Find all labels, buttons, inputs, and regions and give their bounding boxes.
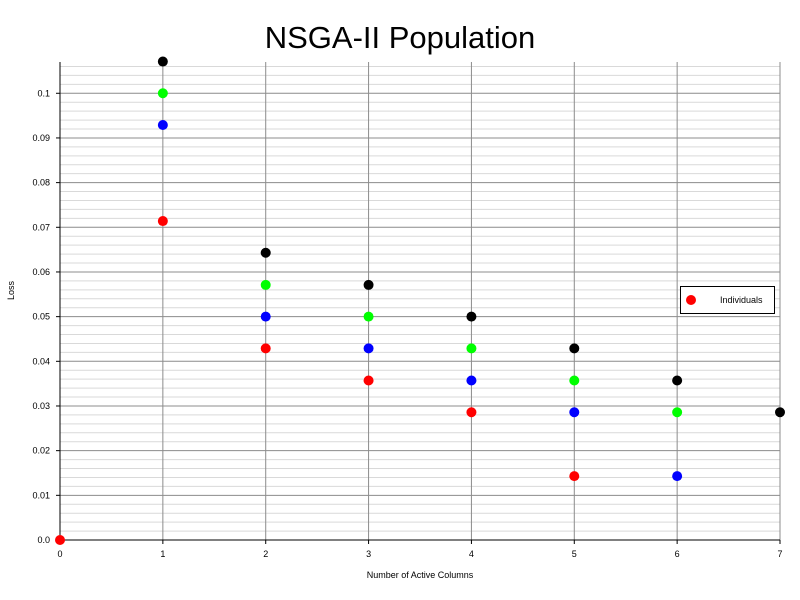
- scatter-point: [363, 311, 374, 322]
- scatter-point: [466, 407, 477, 418]
- x-tick-label: 1: [160, 549, 165, 559]
- axes: [56, 62, 781, 544]
- scatter-point: [466, 311, 477, 322]
- x-tick-label: 0: [57, 549, 62, 559]
- legend-label-individuals: Individuals: [720, 295, 763, 305]
- y-tick-label: 0.08: [32, 178, 50, 188]
- y-axis-label: Loss: [6, 280, 16, 300]
- scatter-point: [569, 407, 580, 418]
- data-points: [55, 56, 785, 545]
- scatter-point: [260, 279, 271, 290]
- scatter-point: [55, 535, 65, 545]
- y-tick-label: 0.04: [32, 356, 50, 366]
- scatter-point: [672, 407, 683, 418]
- x-tick-label: 3: [366, 549, 371, 559]
- chart-title: NSGA-II Population: [264, 20, 536, 55]
- y-tick-label: 0.05: [32, 312, 50, 322]
- chart-legend: Individuals: [680, 286, 775, 314]
- y-tick-label: 0.09: [32, 133, 50, 143]
- scatter-point: [466, 343, 477, 354]
- scatter-point: [260, 311, 271, 322]
- scatter-point: [466, 375, 477, 386]
- x-axis-label: Number of Active Columns: [366, 570, 474, 580]
- x-tick-label: 4: [469, 549, 474, 559]
- x-tick-label: 6: [675, 549, 680, 559]
- x-tick-labels: 0 1 2 3 4 5 6 7: [57, 549, 782, 559]
- major-gridlines: [60, 62, 781, 540]
- scatter-point: [157, 56, 168, 67]
- x-tick-label: 5: [572, 549, 577, 559]
- scatter-point: [363, 343, 374, 354]
- legend-marker-individuals: [686, 295, 696, 305]
- minor-gridlines: [60, 65, 780, 532]
- scatter-point: [569, 343, 580, 354]
- y-tick-label: 0.01: [32, 490, 50, 500]
- y-tick-label: 0.03: [32, 401, 50, 411]
- y-tick-label: 0.07: [32, 222, 50, 232]
- scatter-point: [569, 375, 580, 386]
- scatter-point: [363, 279, 374, 290]
- scatter-point: [363, 375, 374, 386]
- scatter-point: [260, 343, 271, 354]
- y-tick-labels: 0.0 0.01 0.02 0.03 0.04 0.05 0.06 0.07 0.08 0.09 0…: [32, 88, 50, 545]
- scatter-point: [775, 407, 785, 418]
- scatter-point: [672, 471, 683, 482]
- y-tick-label: 0.02: [32, 446, 50, 456]
- scatter-point: [157, 216, 168, 227]
- scatter-point: [569, 471, 580, 482]
- y-tick-label: 0.1: [37, 88, 50, 98]
- scatter-point: [157, 119, 168, 130]
- y-tick-label: 0.0: [37, 535, 50, 545]
- x-tick-label: 2: [263, 549, 268, 559]
- x-tick-label: 7: [777, 549, 782, 559]
- y-tick-label: 0.06: [32, 267, 50, 277]
- scatter-point: [672, 375, 683, 386]
- scatter-point: [260, 247, 271, 258]
- scatter-point: [157, 88, 168, 99]
